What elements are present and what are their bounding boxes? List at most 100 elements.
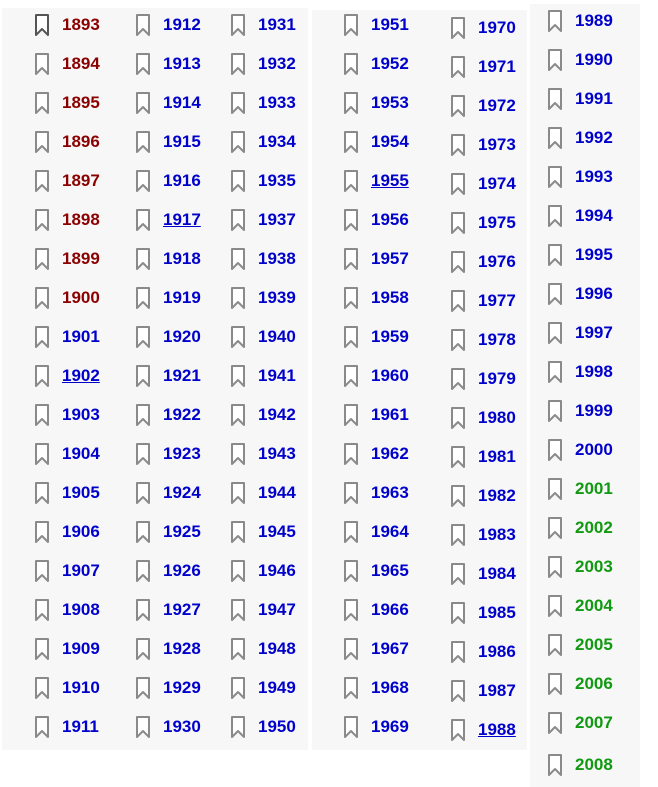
bookmark-icon[interactable] bbox=[343, 92, 359, 114]
year-link[interactable]: 1988 bbox=[478, 720, 516, 739]
bookmark-icon[interactable] bbox=[547, 754, 563, 776]
year-link[interactable]: 1999 bbox=[575, 401, 613, 420]
year-link[interactable]: 1931 bbox=[258, 15, 296, 34]
bookmark-icon[interactable] bbox=[34, 287, 50, 309]
bookmark-icon[interactable] bbox=[34, 482, 50, 504]
year-link[interactable]: 2008 bbox=[575, 755, 613, 774]
bookmark-icon[interactable] bbox=[135, 521, 151, 543]
bookmark-icon[interactable] bbox=[34, 131, 50, 153]
year-link[interactable]: 1996 bbox=[575, 284, 613, 303]
year-link[interactable]: 1929 bbox=[163, 678, 201, 697]
bookmark-icon[interactable] bbox=[230, 365, 246, 387]
year-link[interactable]: 1991 bbox=[575, 89, 613, 108]
year-link[interactable]: 1967 bbox=[371, 639, 409, 658]
year-link[interactable]: 1984 bbox=[478, 564, 516, 583]
bookmark-icon[interactable] bbox=[450, 56, 466, 78]
bookmark-icon[interactable] bbox=[343, 599, 359, 621]
bookmark-icon[interactable] bbox=[547, 322, 563, 344]
year-link[interactable]: 1943 bbox=[258, 444, 296, 463]
year-link[interactable]: 1917 bbox=[163, 210, 201, 229]
year-link[interactable]: 1941 bbox=[258, 366, 296, 385]
year-link[interactable]: 1951 bbox=[371, 15, 409, 34]
year-link[interactable]: 1987 bbox=[478, 681, 516, 700]
year-link[interactable]: 1926 bbox=[163, 561, 201, 580]
bookmark-icon[interactable] bbox=[450, 563, 466, 585]
year-link[interactable]: 1913 bbox=[163, 54, 201, 73]
bookmark-icon[interactable] bbox=[34, 599, 50, 621]
bookmark-icon[interactable] bbox=[230, 521, 246, 543]
year-link[interactable]: 1980 bbox=[478, 408, 516, 427]
year-link[interactable]: 1975 bbox=[478, 213, 516, 232]
year-link[interactable]: 1938 bbox=[258, 249, 296, 268]
year-link[interactable]: 1947 bbox=[258, 600, 296, 619]
year-link[interactable]: 1950 bbox=[258, 717, 296, 736]
bookmark-icon[interactable] bbox=[34, 209, 50, 231]
bookmark-icon[interactable] bbox=[343, 482, 359, 504]
bookmark-icon[interactable] bbox=[135, 14, 151, 36]
bookmark-icon[interactable] bbox=[343, 365, 359, 387]
year-link[interactable]: 1998 bbox=[575, 362, 613, 381]
year-link[interactable]: 2007 bbox=[575, 713, 613, 732]
year-link[interactable]: 1972 bbox=[478, 96, 516, 115]
bookmark-icon[interactable] bbox=[450, 407, 466, 429]
bookmark-icon[interactable] bbox=[135, 716, 151, 738]
bookmark-icon[interactable] bbox=[547, 556, 563, 578]
year-link[interactable]: 1945 bbox=[258, 522, 296, 541]
bookmark-icon[interactable] bbox=[135, 443, 151, 465]
bookmark-icon[interactable] bbox=[547, 166, 563, 188]
year-link[interactable]: 1957 bbox=[371, 249, 409, 268]
year-link[interactable]: 1986 bbox=[478, 642, 516, 661]
year-link[interactable]: 1944 bbox=[258, 483, 296, 502]
year-link[interactable]: 1925 bbox=[163, 522, 201, 541]
bookmark-icon[interactable] bbox=[343, 14, 359, 36]
bookmark-icon[interactable] bbox=[135, 482, 151, 504]
year-link[interactable]: 1937 bbox=[258, 210, 296, 229]
bookmark-icon[interactable] bbox=[230, 482, 246, 504]
year-link[interactable]: 2006 bbox=[575, 674, 613, 693]
year-link[interactable]: 1971 bbox=[478, 57, 516, 76]
year-link[interactable]: 1893 bbox=[62, 15, 100, 34]
year-link[interactable]: 2003 bbox=[575, 557, 613, 576]
bookmark-icon[interactable] bbox=[135, 131, 151, 153]
bookmark-icon[interactable] bbox=[230, 170, 246, 192]
year-link[interactable]: 1974 bbox=[478, 174, 516, 193]
bookmark-icon[interactable] bbox=[34, 638, 50, 660]
year-link[interactable]: 1930 bbox=[163, 717, 201, 736]
bookmark-icon[interactable] bbox=[343, 326, 359, 348]
bookmark-icon[interactable] bbox=[34, 326, 50, 348]
year-link[interactable]: 1961 bbox=[371, 405, 409, 424]
bookmark-icon[interactable] bbox=[343, 287, 359, 309]
year-link[interactable]: 1963 bbox=[371, 483, 409, 502]
year-link[interactable]: 1981 bbox=[478, 447, 516, 466]
bookmark-icon[interactable] bbox=[135, 287, 151, 309]
bookmark-icon[interactable] bbox=[450, 719, 466, 741]
bookmark-icon[interactable] bbox=[34, 14, 50, 36]
bookmark-icon[interactable] bbox=[547, 517, 563, 539]
bookmark-icon[interactable] bbox=[34, 170, 50, 192]
year-link[interactable]: 1912 bbox=[163, 15, 201, 34]
year-link[interactable]: 1922 bbox=[163, 405, 201, 424]
bookmark-icon[interactable] bbox=[230, 209, 246, 231]
year-link[interactable]: 1924 bbox=[163, 483, 201, 502]
bookmark-icon[interactable] bbox=[135, 560, 151, 582]
bookmark-icon[interactable] bbox=[450, 485, 466, 507]
bookmark-icon[interactable] bbox=[135, 638, 151, 660]
year-link[interactable]: 1973 bbox=[478, 135, 516, 154]
bookmark-icon[interactable] bbox=[135, 404, 151, 426]
bookmark-icon[interactable] bbox=[230, 92, 246, 114]
year-link[interactable]: 1952 bbox=[371, 54, 409, 73]
year-link[interactable]: 1959 bbox=[371, 327, 409, 346]
bookmark-icon[interactable] bbox=[547, 400, 563, 422]
year-link[interactable]: 1982 bbox=[478, 486, 516, 505]
bookmark-icon[interactable] bbox=[343, 677, 359, 699]
year-link[interactable]: 1964 bbox=[371, 522, 409, 541]
year-link[interactable]: 1909 bbox=[62, 639, 100, 658]
bookmark-icon[interactable] bbox=[547, 673, 563, 695]
year-link[interactable]: 1927 bbox=[163, 600, 201, 619]
year-link[interactable]: 1915 bbox=[163, 132, 201, 151]
bookmark-icon[interactable] bbox=[135, 248, 151, 270]
year-link[interactable]: 1989 bbox=[575, 11, 613, 30]
bookmark-icon[interactable] bbox=[450, 134, 466, 156]
year-link[interactable]: 1905 bbox=[62, 483, 100, 502]
year-link[interactable]: 1977 bbox=[478, 291, 516, 310]
